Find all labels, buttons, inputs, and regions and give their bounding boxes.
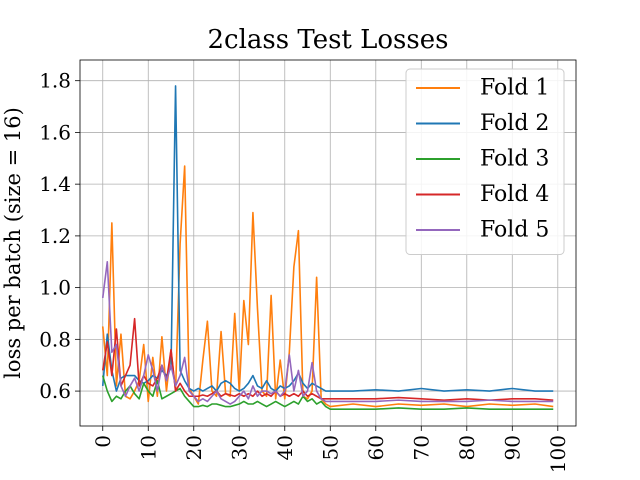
y-tick-label: 1.4	[39, 172, 71, 196]
legend: Fold 1 Fold 2 Fold 3 Fold 4 Fold 5	[405, 68, 565, 255]
y-tick-label: 0.8	[39, 327, 71, 351]
series-line-fold-4	[101, 317, 554, 401]
y-tick-label: 0.6	[39, 379, 71, 403]
x-tick-label: 70	[409, 435, 433, 460]
series-line-fold-2	[101, 85, 554, 392]
legend-label: Fold 1	[480, 76, 549, 101]
y-tick-label: 1.2	[39, 224, 71, 248]
legend-label: Fold 4	[480, 182, 549, 207]
x-tick-label: 100	[546, 435, 570, 473]
series-layer	[101, 85, 554, 410]
x-tick-label: 20	[182, 435, 206, 460]
y-axis-label: loss per batch (size = 16)	[1, 107, 25, 379]
x-tick-label: 50	[318, 435, 342, 460]
y-tick-label: 1.6	[39, 120, 71, 144]
series-line-fold-3	[101, 375, 554, 410]
x-tick-label: 90	[500, 435, 524, 460]
x-tick-label: 30	[227, 435, 251, 460]
x-tick-label: 10	[136, 435, 160, 460]
x-tick-label: 80	[455, 435, 479, 460]
ticks: 0 10 20 30 40 50 60 70 80 90 100 0.6 0.8 1.0 1.2 1.4 1.6…	[39, 69, 570, 473]
legend-label: Fold 5	[480, 218, 549, 243]
legend-label: Fold 3	[480, 147, 549, 172]
legend-label: Fold 2	[480, 111, 549, 136]
x-tick-label: 60	[364, 435, 388, 460]
y-tick-label: 1.0	[39, 276, 71, 300]
series-line-fold-5	[101, 260, 554, 405]
axes-frame	[79, 59, 577, 427]
y-tick-label: 1.8	[39, 69, 71, 93]
chart-title: 2class Test Losses	[208, 25, 449, 55]
x-tick-label: 40	[273, 435, 297, 460]
x-tick-label: 0	[91, 435, 115, 448]
legend-frame	[405, 68, 565, 255]
